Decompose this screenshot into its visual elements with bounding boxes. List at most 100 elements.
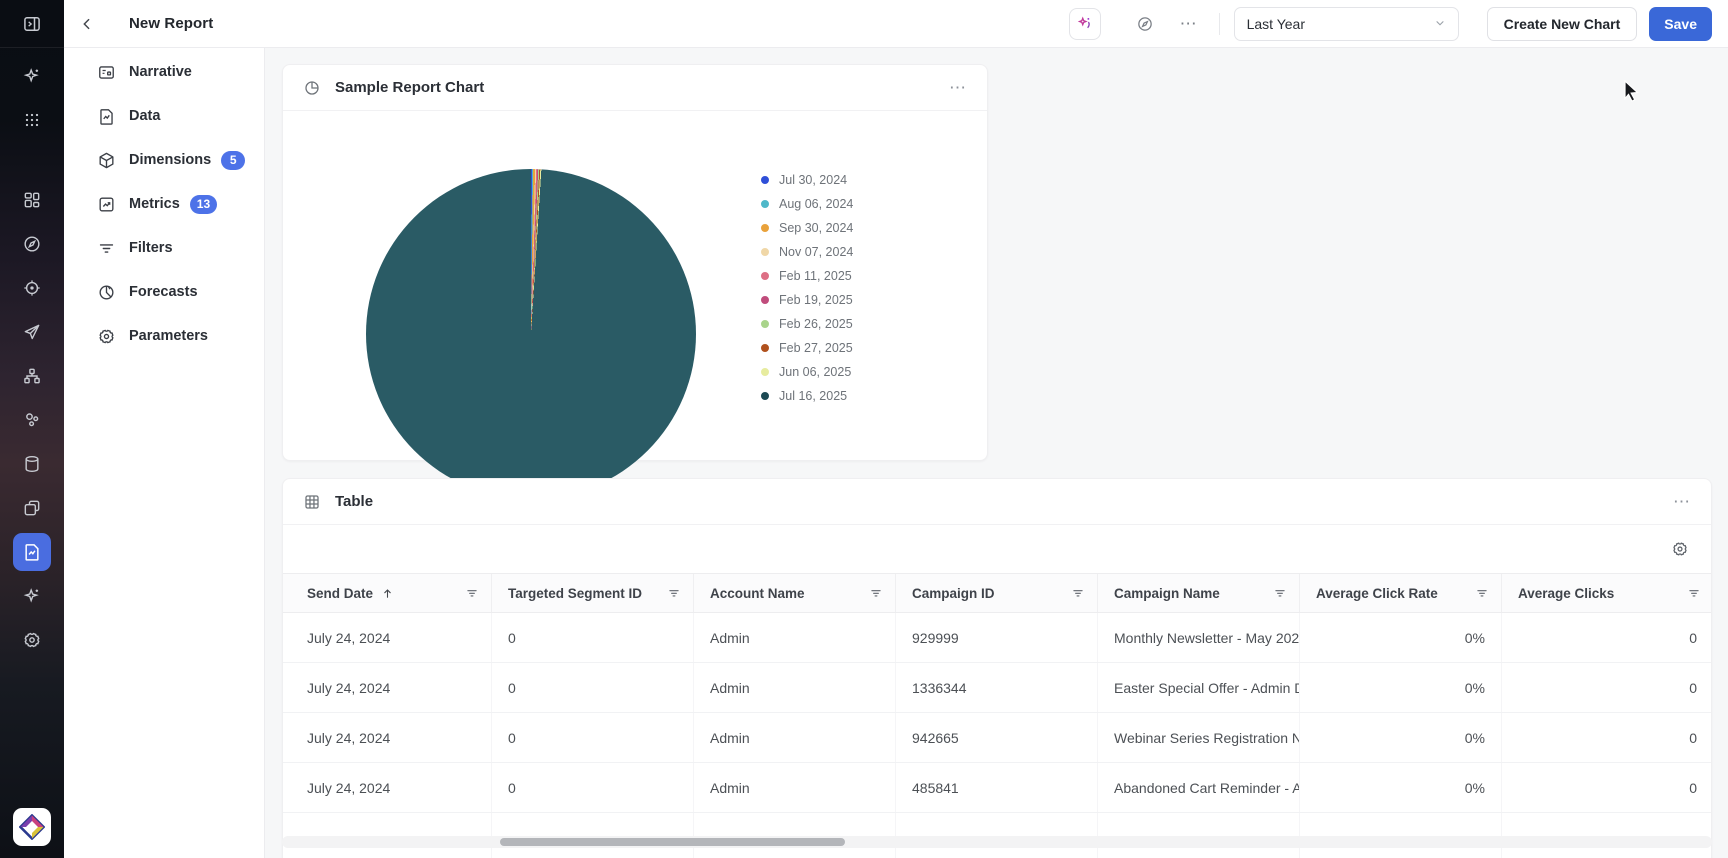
filter-icon[interactable] [657,586,681,600]
filter-icon[interactable] [455,586,479,600]
date-range-select[interactable]: Last Year [1234,7,1459,41]
sidebar-item-filters[interactable]: Filters [64,226,264,270]
sparkles-icon[interactable] [22,586,42,606]
column-header-average-clicks[interactable]: Average Clicks [1502,574,1712,612]
legend-dot [761,320,769,328]
cube-icon [97,151,116,170]
sidebar-toggle-icon[interactable] [22,14,42,34]
sidebar-item-label: Dimensions [129,152,211,168]
data-doc-icon [97,107,116,126]
table-card: Table ⋯ Send Date Targeted Segment ID [282,478,1712,858]
legend-dot [761,224,769,232]
column-header-average-click-rate[interactable]: Average Click Rate [1300,574,1502,612]
sidebar-item-narrative[interactable]: Narrative [64,50,264,94]
report-canvas: Sample Report Chart ⋯ Jul 30, 2024 Aug 0… [265,48,1728,858]
table-settings-gear-button[interactable] [1665,534,1695,564]
column-header-campaign-id[interactable]: Campaign ID [896,574,1098,612]
sidebar-item-label: Metrics [129,196,180,212]
sidebar-item-data[interactable]: Data [64,94,264,138]
forecast-pie-icon [97,283,116,302]
legend-item[interactable]: Feb 19, 2025 [761,288,853,312]
sidebar-item-label: Parameters [129,328,208,344]
sidebar-item-label: Narrative [129,64,192,80]
pie-chart[interactable] [366,169,696,499]
legend-item[interactable]: Nov 07, 2024 [761,240,853,264]
date-range-value: Last Year [1247,16,1305,32]
filter-icon[interactable] [1263,586,1287,600]
ai-assist-button[interactable] [1069,8,1101,40]
report-document-icon [22,542,42,562]
table-header-row: Send Date Targeted Segment ID Account Na… [283,573,1711,613]
legend-dot [761,296,769,304]
parameters-gear-icon [97,327,116,346]
chevron-down-icon [1434,16,1446,32]
column-header-campaign-name[interactable]: Campaign Name [1098,574,1300,612]
table-row[interactable]: July 24, 2024 0 Admin 485841 Abandoned C… [283,763,1711,813]
table-row[interactable]: July 24, 2024 0 Admin 942665 Webinar Ser… [283,713,1711,763]
metrics-chart-icon [97,195,116,214]
chart-card: Sample Report Chart ⋯ Jul 30, 2024 Aug 0… [282,64,988,461]
legend-item[interactable]: Sep 30, 2024 [761,216,853,240]
back-button[interactable] [73,10,101,38]
legend-dot [761,176,769,184]
filter-icon [97,239,116,258]
legend-dot [761,248,769,256]
sidebar-item-dimensions[interactable]: Dimensions 5 [64,138,264,182]
create-new-chart-button[interactable]: Create New Chart [1487,7,1638,41]
layers-copy-icon[interactable] [22,498,42,518]
metrics-count-badge: 13 [190,195,217,214]
paper-plane-icon[interactable] [22,322,42,342]
legend-item[interactable]: Aug 06, 2024 [761,192,853,216]
explore-compass-button[interactable] [1129,8,1161,40]
compass-icon[interactable] [22,234,42,254]
filter-icon[interactable] [859,586,883,600]
database-icon[interactable] [22,454,42,474]
topbar-more-button[interactable]: ⋯ [1173,8,1205,40]
chart-card-menu-button[interactable]: ⋯ [949,78,967,98]
table-row[interactable]: July 24, 2024 0 Admin 929999 Monthly New… [283,613,1711,663]
ai-sparkles-icon[interactable] [22,66,42,86]
column-header-account-name[interactable]: Account Name [694,574,896,612]
chart-card-title: Sample Report Chart [335,79,484,96]
filter-icon[interactable] [1061,586,1085,600]
chart-legend: Jul 30, 2024 Aug 06, 2024 Sep 30, 2024 N… [761,168,853,408]
legend-item[interactable]: Jul 30, 2024 [761,168,853,192]
legend-item[interactable]: Feb 26, 2025 [761,312,853,336]
filter-icon[interactable] [1465,586,1489,600]
apps-grid-icon[interactable] [22,110,42,130]
horizontal-scrollbar[interactable] [282,836,1712,848]
table-row[interactable]: July 24, 2024 0 Admin 1336344 Easter Spe… [283,663,1711,713]
legend-item[interactable]: Feb 11, 2025 [761,264,853,288]
legend-item[interactable]: Feb 27, 2025 [761,336,853,360]
page-title: New Report [129,15,213,32]
save-button[interactable]: Save [1649,7,1712,41]
sidebar-item-parameters[interactable]: Parameters [64,314,264,358]
target-icon[interactable] [22,278,42,298]
legend-item[interactable]: Jul 16, 2025 [761,384,853,408]
dimensions-count-badge: 5 [221,151,245,170]
legend-dot [761,272,769,280]
horizontal-scrollbar-thumb[interactable] [500,838,845,846]
settings-gear-icon[interactable] [22,630,42,650]
narrative-card-icon [97,63,116,82]
sidebar-item-label: Data [129,108,160,124]
dashboard-blocks-icon[interactable] [22,190,42,210]
legend-item[interactable]: Jun 06, 2025 [761,360,853,384]
sidebar-item-metrics[interactable]: Metrics 13 [64,182,264,226]
topbar: New Report ⋯ Last Year [64,0,1728,48]
column-header-send-date[interactable]: Send Date [283,574,492,612]
column-header-targeted-segment-id[interactable]: Targeted Segment ID [492,574,694,612]
nav-reports-active[interactable] [13,533,51,571]
legend-dot [761,368,769,376]
app-logo[interactable] [13,808,51,846]
table-card-menu-button[interactable]: ⋯ [1673,492,1691,512]
org-chart-icon[interactable] [22,366,42,386]
report-sidebar: Narrative Data Dimensions 5 Metrics 13 F… [64,48,265,858]
sort-asc-icon[interactable] [381,587,394,600]
nodes-cluster-icon[interactable] [22,410,42,430]
table-card-title: Table [335,493,373,510]
pie-chart-icon [303,79,321,97]
sidebar-item-forecasts[interactable]: Forecasts [64,270,264,314]
divider [1219,13,1220,35]
filter-icon[interactable] [1677,586,1701,600]
